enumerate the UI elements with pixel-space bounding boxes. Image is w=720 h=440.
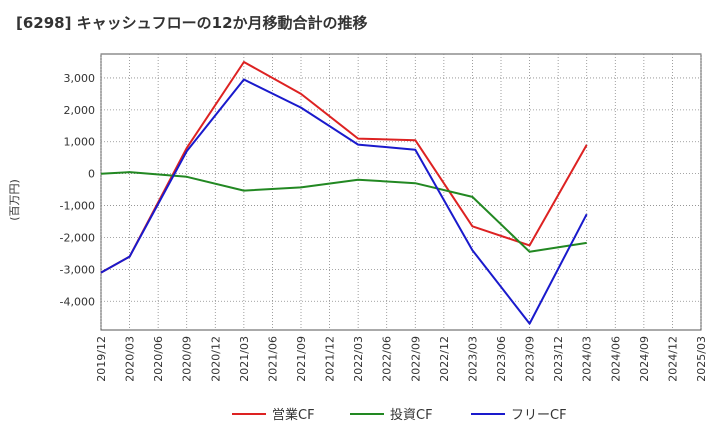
legend-label-2: フリーCF	[511, 408, 567, 423]
x-tick-label: 2023/12	[552, 336, 565, 382]
x-tick-label: 2024/03	[581, 336, 594, 382]
x-tick-label: 2022/09	[409, 336, 422, 382]
x-tick-label: 2022/03	[352, 336, 365, 382]
x-tick-label: 2023/09	[524, 336, 537, 382]
x-tick-label: 2020/12	[209, 336, 222, 382]
grid-lines	[100, 54, 702, 330]
x-tick-label: 2020/09	[181, 336, 194, 382]
y-tick-label: 3,000	[64, 72, 96, 85]
legend: 営業CF 投資CF フリーCF	[232, 407, 567, 423]
plot-area	[100, 53, 702, 331]
y-tick-label: -1,000	[60, 200, 95, 213]
y-tick-label: -2,000	[60, 231, 95, 244]
x-tick-label: 2022/06	[381, 336, 394, 382]
series-lines	[100, 61, 588, 325]
y-tick-label: 2,000	[64, 104, 96, 117]
x-tick-label: 2023/06	[495, 336, 508, 382]
y-axis-label: (百万円)	[8, 179, 21, 221]
x-tick-label: 2022/12	[438, 336, 451, 382]
legend-label-1: 投資CF	[390, 407, 433, 423]
chart-title: [6298] キャッシュフローの12か月移動合計の推移	[16, 14, 368, 32]
x-tick-label: 2020/03	[124, 336, 137, 382]
y-tick-label: -3,000	[60, 263, 95, 276]
y-tick-label: 1,000	[64, 136, 96, 149]
x-tick-label: 2024/09	[638, 336, 651, 382]
x-tick-labels: 2019/12 2020/03 2020/06 2020/09 2020/12 2021/…	[95, 336, 708, 382]
x-tick-label: 2021/12	[324, 336, 337, 382]
x-tick-label: 2024/06	[609, 336, 622, 382]
y-tick-label: -4,000	[60, 295, 95, 308]
x-tick-label: 2023/03	[466, 336, 479, 382]
x-tick-label: 2020/06	[152, 336, 165, 382]
x-tick-label: 2021/09	[295, 336, 308, 382]
legend-label-0: 営業CF	[272, 407, 315, 423]
x-tick-label: 2024/12	[666, 336, 679, 382]
x-tick-label: 2019/12	[95, 336, 108, 382]
y-tick-label: 0	[88, 168, 95, 181]
x-tick-label: 2025/03	[695, 336, 708, 382]
series-line-1	[100, 171, 587, 253]
y-tick-labels: 3,000 2,000 1,000 0 -1,000 -2,000 -3,000 -4,000	[60, 72, 95, 308]
x-tick-label: 2021/06	[266, 336, 279, 382]
x-tick-label: 2021/03	[238, 336, 251, 382]
series-line-2	[100, 78, 588, 325]
